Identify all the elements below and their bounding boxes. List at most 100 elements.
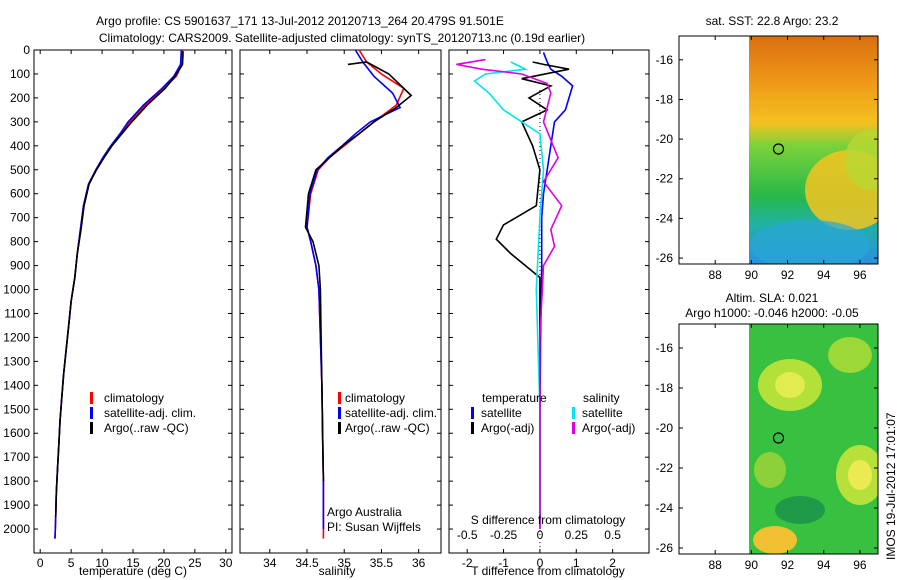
x-tick-label: 5 xyxy=(68,556,75,570)
map-y-tick-label: -24 xyxy=(656,501,674,515)
sst-map-title: sat. SST: 22.8 Argo: 23.2 xyxy=(706,14,839,28)
legend-header-salinity: salinity xyxy=(583,391,620,405)
series-line xyxy=(306,49,405,539)
y-tick-label: 1500 xyxy=(3,402,30,416)
legend-label-climatology: climatology xyxy=(345,391,405,405)
y-tick-label: 1900 xyxy=(3,498,30,512)
legend-swatch-s-argo xyxy=(572,422,575,434)
s-tick-label: -0.25 xyxy=(490,528,518,542)
y-tick-label: 400 xyxy=(10,139,30,153)
x-tick-label: 20 xyxy=(157,556,171,570)
x-tick-label: 34.5 xyxy=(295,556,319,570)
x-tick-label: 35.5 xyxy=(370,556,394,570)
map-x-tick-label: 88 xyxy=(709,268,723,282)
y-tick-label: 1200 xyxy=(3,330,30,344)
argo-position-marker xyxy=(772,432,785,444)
x-tick-label: 34 xyxy=(263,556,277,570)
sla-map-title1: Altim. SLA: 0.021 xyxy=(726,291,819,305)
map-x-tick-label: 90 xyxy=(745,558,759,572)
sst-map-panel: sat. SST: 22.8 Argo: 23.2 88 90 92 94 96 -16 -… xyxy=(656,14,879,282)
imos-side-label: IMOS 19-Jul-2012 17:01:07 xyxy=(884,412,898,560)
x-tick-label: 1 xyxy=(573,556,580,570)
argo-position-marker xyxy=(772,143,785,155)
temperature-xlabel: temperature (deg C) xyxy=(79,564,187,578)
legend-swatch-climatology xyxy=(90,392,93,404)
x-tick-label: 10 xyxy=(95,556,109,570)
map-y-tick-label: -20 xyxy=(656,132,674,146)
series-line xyxy=(54,51,184,518)
sla-high-5 xyxy=(848,460,872,490)
y-tick-label: 800 xyxy=(10,235,30,249)
x-tick-label: -2 xyxy=(462,556,473,570)
sla-heatmap xyxy=(749,324,878,554)
sla-high-3 xyxy=(828,337,872,373)
series-line xyxy=(456,58,563,529)
map-x-tick-label: 96 xyxy=(853,268,867,282)
sst-heatmap xyxy=(749,36,878,264)
map-y-tick-label: -22 xyxy=(656,461,674,475)
sst-map-frame xyxy=(678,35,879,265)
map-x-tick-label: 92 xyxy=(781,268,795,282)
difference-s-xlabel: S difference from climatology xyxy=(471,513,626,527)
series-line xyxy=(495,61,570,529)
series-line xyxy=(54,49,184,539)
x-tick-label: 35 xyxy=(338,556,352,570)
legend-swatch-argo xyxy=(338,422,341,434)
legend-header-temperature: temperature xyxy=(482,391,547,405)
legend-swatch-t-satellite xyxy=(471,407,474,419)
sla-high-7 xyxy=(754,452,786,488)
sla-high-2 xyxy=(775,372,805,398)
legend-label-satellite: satellite-adj. clim. xyxy=(345,406,437,420)
map-y-tick-label: -24 xyxy=(656,211,674,225)
temperature-legend: climatology satellite-adj. clim. Argo(..… xyxy=(90,391,196,435)
series-line xyxy=(473,61,545,529)
map-x-tick-label: 92 xyxy=(781,558,795,572)
legend-swatch-argo xyxy=(90,422,93,434)
salinity-plot-frame xyxy=(239,49,442,554)
salinity-legend: climatology satellite-adj. clim. Argo(..… xyxy=(338,391,437,435)
sla-map-frame xyxy=(678,323,879,555)
series-line xyxy=(54,49,183,539)
sla-map-panel: Altim. SLA: 0.021 Argo h1000: -0.046 h20… xyxy=(656,291,879,572)
map-x-tick-label: 88 xyxy=(709,558,723,572)
legend-label-argo: Argo(..raw -QC) xyxy=(345,421,430,435)
temperature-panel: 0 5 10 15 20 25 300100200300400500600700800900… xyxy=(3,43,233,578)
legend-swatch-satellite xyxy=(338,407,341,419)
salinity-panel: 34 34.5 35 35.5 36 salinity climatology sate… xyxy=(239,49,442,578)
map-x-tick-label: 94 xyxy=(817,268,831,282)
y-tick-label: 900 xyxy=(10,259,30,273)
x-tick-label: 25 xyxy=(188,556,202,570)
map-y-tick-label: -16 xyxy=(656,341,674,355)
y-tick-label: 700 xyxy=(10,211,30,225)
legend-label-satellite: satellite-adj. clim. xyxy=(104,406,196,420)
x-tick-label: 36 xyxy=(412,556,426,570)
y-tick-label: 1000 xyxy=(3,283,30,297)
title-line1: Argo profile: CS 5901637_171 13-Jul-2012… xyxy=(96,14,504,28)
y-tick-label: 100 xyxy=(10,67,30,81)
map-y-tick-label: -18 xyxy=(656,92,674,106)
legend-swatch-t-argo xyxy=(471,422,474,434)
series-line xyxy=(304,61,413,482)
x-tick-label: 0 xyxy=(37,556,44,570)
map-x-tick-label: 90 xyxy=(745,268,759,282)
legend-label-s-satellite: satellite xyxy=(582,406,623,420)
map-y-tick-label: -18 xyxy=(656,381,674,395)
map-y-tick-label: -26 xyxy=(656,251,674,265)
x-tick-label: 30 xyxy=(219,556,233,570)
legend-label-argo: Argo(..raw -QC) xyxy=(104,421,189,435)
map-y-tick-label: -20 xyxy=(656,421,674,435)
sst-cool-patch xyxy=(750,220,870,264)
y-tick-label: 1100 xyxy=(4,306,30,320)
map-x-tick-label: 96 xyxy=(853,558,867,572)
legend-swatch-climatology xyxy=(338,392,341,404)
y-tick-label: 0 xyxy=(23,43,30,57)
sst-green-patch xyxy=(845,130,878,190)
legend-swatch-satellite xyxy=(90,407,93,419)
y-tick-label: 1700 xyxy=(3,450,30,464)
difference-plot-frame xyxy=(448,49,650,554)
x-tick-label: 15 xyxy=(126,556,140,570)
y-tick-label: 2000 xyxy=(3,522,30,536)
map-y-tick-label: -26 xyxy=(656,541,674,555)
